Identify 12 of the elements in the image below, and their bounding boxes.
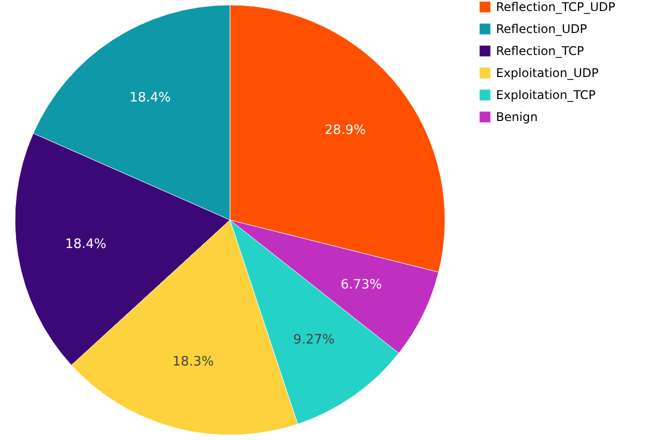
- legend-label: Exploitation_UDP: [496, 66, 599, 80]
- data-label: 9.27%: [293, 332, 335, 348]
- data-label: 18.4%: [129, 90, 171, 106]
- legend-label: Reflection_TCP: [496, 44, 584, 58]
- data-label: 18.3%: [172, 354, 214, 370]
- legend-label: Benign: [496, 110, 538, 124]
- legend-label: Reflection_TCP_UDP: [496, 0, 616, 14]
- data-label: 6.73%: [340, 277, 382, 292]
- data-label: 18.4%: [65, 236, 106, 252]
- data-label: 28.9%: [324, 123, 366, 138]
- legend-label: Reflection_UDP: [496, 22, 587, 36]
- legend-label: Exploitation_TCP: [496, 88, 596, 102]
